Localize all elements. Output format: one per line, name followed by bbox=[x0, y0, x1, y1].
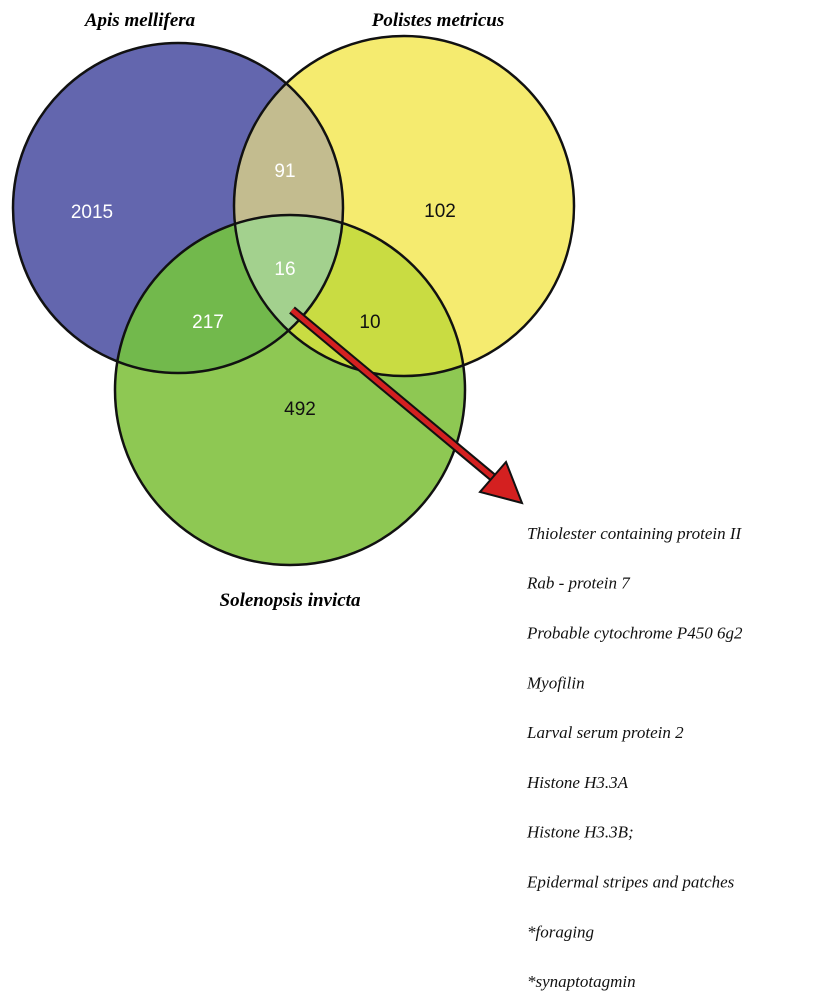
arrow bbox=[289, 306, 524, 505]
region-count: 91 bbox=[274, 161, 295, 182]
region-count: 2015 bbox=[71, 202, 113, 223]
set-label: Polistes metricus bbox=[371, 10, 504, 31]
gene-name: Rab - protein 7 bbox=[526, 574, 631, 593]
gene-name: Thiolester containing protein II bbox=[527, 524, 743, 543]
gene-name: Myofilin bbox=[526, 673, 585, 692]
solenopsis-outline bbox=[113, 213, 467, 567]
gene-name: Epidermal stripes and patches bbox=[526, 873, 735, 892]
gene-list: Thiolester containing protein II Rab - pr… bbox=[526, 524, 743, 991]
gene-name: Histone H3.3A bbox=[526, 773, 629, 792]
gene-name: *synaptotagmin bbox=[527, 972, 636, 991]
set-label: Apis mellifera bbox=[84, 10, 196, 31]
apis-outline bbox=[11, 41, 345, 375]
polistes-solenopsis-region bbox=[234, 215, 465, 376]
region-count: 16 bbox=[274, 259, 295, 280]
gene-name: *foraging bbox=[527, 922, 594, 941]
region-count: 492 bbox=[284, 399, 316, 420]
gene-name: Probable cytochrome P450 6g2 bbox=[526, 624, 743, 643]
region-count: 217 bbox=[192, 312, 224, 333]
apis-solenopsis-region bbox=[115, 215, 343, 373]
region-count: 102 bbox=[424, 201, 456, 222]
set-label: Solenopsis invicta bbox=[220, 590, 361, 611]
polistes-outline bbox=[232, 34, 576, 378]
gene-name: Histone H3.3B; bbox=[526, 823, 634, 842]
gene-name: Larval serum protein 2 bbox=[526, 723, 684, 742]
region-count: 10 bbox=[359, 312, 380, 333]
